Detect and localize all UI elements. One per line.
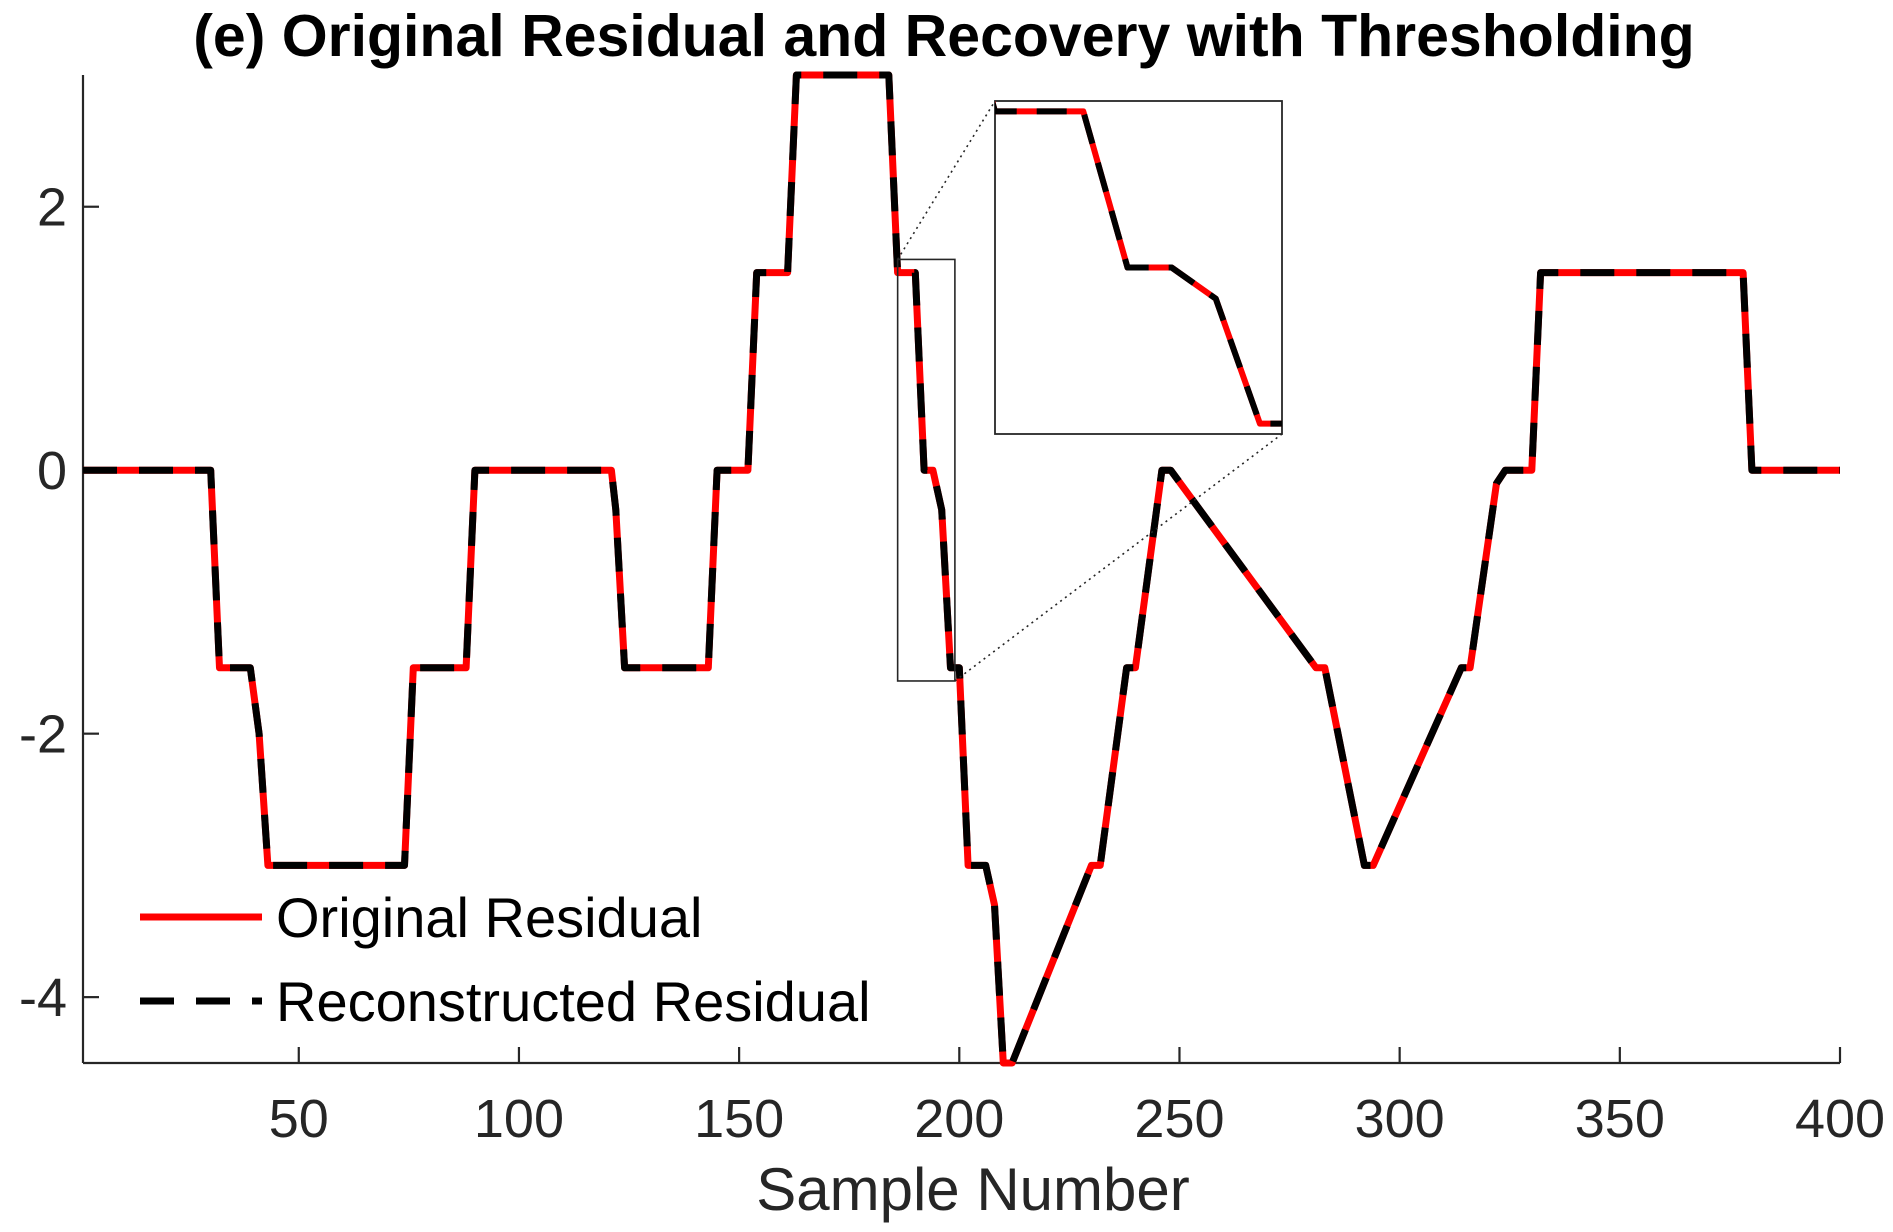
y-tick-label: -4 [19, 968, 67, 1028]
x-tick-label: 150 [694, 1089, 784, 1149]
zoom-source-box [896, 258, 956, 682]
x-tick-label: 350 [1575, 1089, 1665, 1149]
x-tick-label: 300 [1355, 1089, 1445, 1149]
y-axis-ticks: -4 -2 0 2 [19, 178, 99, 1028]
y-tick-label: -2 [19, 705, 67, 765]
x-axis-ticks: 50 100 150 200 250 300 350 400 [269, 1047, 1885, 1149]
series-line-reconstructed [83, 71, 1840, 1067]
chart-title: (e) Original Residual and Recovery with … [193, 3, 1694, 69]
zoom-connector [896, 100, 996, 260]
zoom-inset [896, 100, 1283, 682]
y-tick-label: 2 [37, 178, 67, 238]
x-tick-label: 100 [474, 1089, 564, 1149]
legend: Original Residual Reconstructed Residual [140, 886, 871, 1033]
inset-series-line-original [995, 101, 1282, 427]
series-layer [83, 71, 1840, 1067]
legend-label-reconstructed: Reconstructed Residual [276, 970, 871, 1033]
legend-label-original: Original Residual [276, 886, 702, 949]
x-tick-label: 50 [269, 1089, 329, 1149]
y-tick-label: 0 [37, 441, 67, 501]
x-tick-label: 400 [1795, 1089, 1885, 1149]
zoom-connector [954, 433, 1283, 682]
x-axis-label: Sample Number [756, 1156, 1190, 1223]
x-tick-label: 200 [914, 1089, 1004, 1149]
x-tick-label: 250 [1134, 1089, 1224, 1149]
axes [81, 75, 1840, 1065]
